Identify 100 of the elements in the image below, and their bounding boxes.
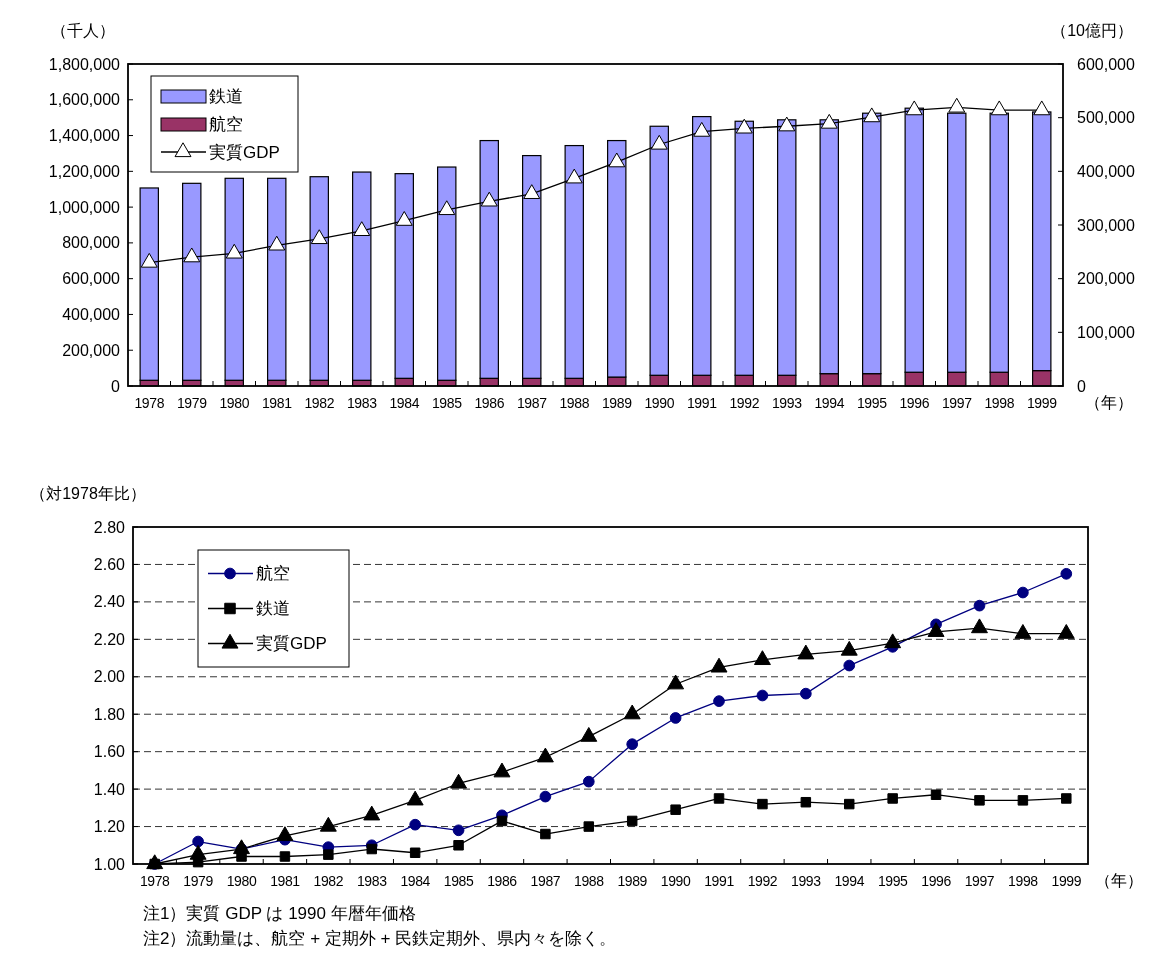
point <box>713 793 725 804</box>
y2-axis-title: （10億円） <box>1051 22 1133 39</box>
y2-tick-label: 500,000 <box>1077 109 1135 127</box>
point <box>406 790 424 806</box>
y-tick-label: 400,000 <box>62 306 121 324</box>
x-tick-label: 1991 <box>686 395 718 411</box>
x-tick-label: 1988 <box>574 873 605 889</box>
point <box>453 840 464 851</box>
point <box>276 826 294 842</box>
y-tick-label: 1.00 <box>93 855 126 873</box>
point <box>843 659 856 672</box>
x-tick-label: 1994 <box>834 873 865 889</box>
point <box>670 804 681 815</box>
x-tick-label: 1982 <box>313 873 344 889</box>
x-tick-label: 1987 <box>530 873 561 889</box>
point <box>395 211 413 226</box>
y2-tick-label: 600,000 <box>1077 55 1135 73</box>
y-tick-label: 2.40 <box>93 593 126 611</box>
y-tick-label: 2.00 <box>93 668 126 686</box>
x-tick-label: 1999 <box>1051 873 1082 889</box>
y-axis-title: （千人） <box>51 22 115 39</box>
point <box>623 704 641 720</box>
y2-tick-label: 200,000 <box>1077 270 1135 288</box>
point <box>800 796 812 808</box>
point <box>1033 100 1051 116</box>
point <box>626 815 638 827</box>
x-tick-label: 1995 <box>856 395 888 411</box>
y-axis-title: （対1978年比） <box>30 485 146 502</box>
point <box>735 118 753 134</box>
x-tick-label: 1998 <box>984 395 1015 411</box>
x-tick-label: 1992 <box>729 395 760 411</box>
point <box>523 184 541 199</box>
x-tick-label: 1985 <box>443 873 474 889</box>
y-tick-label: 1,400,000 <box>48 127 121 145</box>
point <box>353 221 371 236</box>
x-tick-label: 1994 <box>814 395 845 411</box>
point <box>863 107 881 123</box>
x-tick-label: 1991 <box>704 873 735 889</box>
x-tick-label: 1999 <box>1026 395 1058 411</box>
point <box>927 622 945 637</box>
point <box>496 815 508 827</box>
point <box>974 795 985 806</box>
point <box>409 847 421 859</box>
point <box>1017 795 1029 806</box>
point <box>667 674 685 690</box>
point <box>140 252 158 268</box>
point <box>580 726 598 742</box>
point <box>669 712 682 724</box>
point <box>971 618 988 634</box>
y-tick-label: 1,200,000 <box>48 162 121 180</box>
x-tick-label: 1982 <box>304 395 335 411</box>
x-tick-label: 1980 <box>219 395 250 411</box>
point <box>366 843 377 855</box>
x-tick-label: 1996 <box>899 395 930 411</box>
y-tick-label: 200,000 <box>62 341 121 359</box>
point <box>409 818 422 831</box>
point <box>887 793 898 804</box>
point <box>778 116 796 132</box>
x-tick-label: 1986 <box>487 873 518 889</box>
text: 注1）実質 GDP は 1990 年暦年価格 <box>143 904 416 923</box>
x-tick-label: 1990 <box>660 873 691 889</box>
point <box>480 191 498 207</box>
point <box>753 650 771 666</box>
x-tick-label: 1992 <box>747 873 778 889</box>
y-tick-label: 1.20 <box>93 818 126 836</box>
x-tick-label: 1978 <box>134 395 165 411</box>
y-tick-label: 2.60 <box>93 556 126 574</box>
y-tick-label: 0 <box>111 377 121 395</box>
y-tick-label: 1,600,000 <box>48 91 121 109</box>
point <box>363 805 381 821</box>
y-tick-label: 2.80 <box>93 518 126 536</box>
point <box>310 229 328 245</box>
x-tick-label: 1980 <box>226 873 257 889</box>
x-tick-label: 1981 <box>270 873 301 889</box>
legend-label: 航空 <box>209 114 243 134</box>
y-tick-label: 1,800,000 <box>48 55 121 73</box>
x-tick-label: 1990 <box>644 395 675 411</box>
point <box>626 738 639 751</box>
legend-label: 航空 <box>256 564 290 584</box>
point <box>450 773 468 789</box>
x-tick-label: 1981 <box>261 395 293 411</box>
point <box>990 100 1008 116</box>
point <box>540 828 551 840</box>
x-tick-label: 1996 <box>921 873 952 889</box>
x-tick-label: 1997 <box>964 873 995 889</box>
point <box>713 695 725 707</box>
y2-tick-label: 100,000 <box>1077 323 1135 341</box>
point <box>820 113 838 129</box>
point <box>608 152 626 168</box>
legend-label: 実質GDP <box>209 142 280 162</box>
x-tick-label: 1978 <box>139 873 171 889</box>
x-tick-label: 1985 <box>431 395 463 411</box>
point <box>797 644 815 660</box>
point <box>756 689 769 702</box>
point <box>493 762 511 778</box>
y2-tick-label: 400,000 <box>1077 162 1135 180</box>
point <box>268 235 286 251</box>
x-tick-label: 1993 <box>791 873 822 889</box>
x-tick-label: 1998 <box>1008 873 1039 889</box>
y-tick-label: 800,000 <box>62 234 121 252</box>
